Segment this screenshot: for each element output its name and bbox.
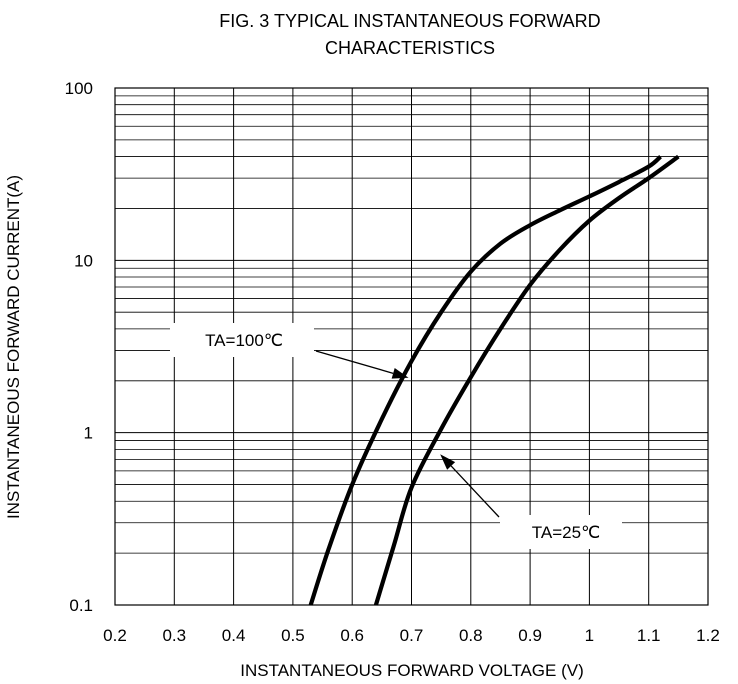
annotations-group: TA=100℃ TA=25℃ [170, 323, 622, 549]
x-tick-labels: 0.2 0.3 0.4 0.5 0.6 0.7 0.8 0.9 1 1.1 1.2 [103, 626, 720, 645]
x-tick-label: 0.4 [222, 626, 246, 645]
annotation-ta25-arrowhead [440, 454, 456, 470]
x-tick-label: 1.1 [637, 626, 661, 645]
y-tick-label: 0.1 [69, 596, 93, 615]
annotation-ta25-arrow [450, 465, 500, 518]
x-tick-label: 0.8 [459, 626, 483, 645]
y-tick-label: 1 [84, 424, 93, 443]
x-tick-label: 0.3 [162, 626, 186, 645]
x-tick-label: 0.6 [340, 626, 364, 645]
plot-frame [114, 87, 709, 606]
x-tick-label: 0.2 [103, 626, 127, 645]
annotation-box-ta25 [500, 515, 622, 549]
x-axis-label: INSTANTANEOUS FORWARD VOLTAGE (V) [240, 661, 584, 680]
y-axis-label: INSTANTANEOUS FORWARD CURRENT(A) [4, 175, 23, 519]
chart-title: FIG. 3 TYPICAL INSTANTANEOUS FORWARD CHA… [219, 11, 600, 58]
series-group [308, 154, 680, 606]
x-tick-label: 1.2 [696, 626, 720, 645]
x-tick-label: 0.9 [518, 626, 542, 645]
y-tick-labels: 0.1 1 10 100 [65, 79, 93, 615]
annotation-ta100-arrowhead [391, 368, 409, 379]
annotation-box-ta100 [170, 323, 314, 357]
y-tick-label: 100 [65, 79, 93, 98]
chart-title-line-1: FIG. 3 TYPICAL INSTANTANEOUS FORWARD [219, 11, 600, 31]
y-tick-label: 10 [74, 251, 93, 270]
annotation-ta100-arrow [315, 350, 394, 374]
x-tick-label: 0.5 [281, 626, 305, 645]
annotation-ta25-label: TA=25℃ [532, 523, 600, 542]
x-tick-label: 0.7 [400, 626, 424, 645]
series-line-0 [308, 154, 662, 606]
series-line-1 [373, 154, 680, 606]
annotation-ta100-label: TA=100℃ [205, 331, 283, 350]
chart-title-line-2: CHARACTERISTICS [325, 38, 495, 58]
x-tick-label: 1 [585, 626, 594, 645]
